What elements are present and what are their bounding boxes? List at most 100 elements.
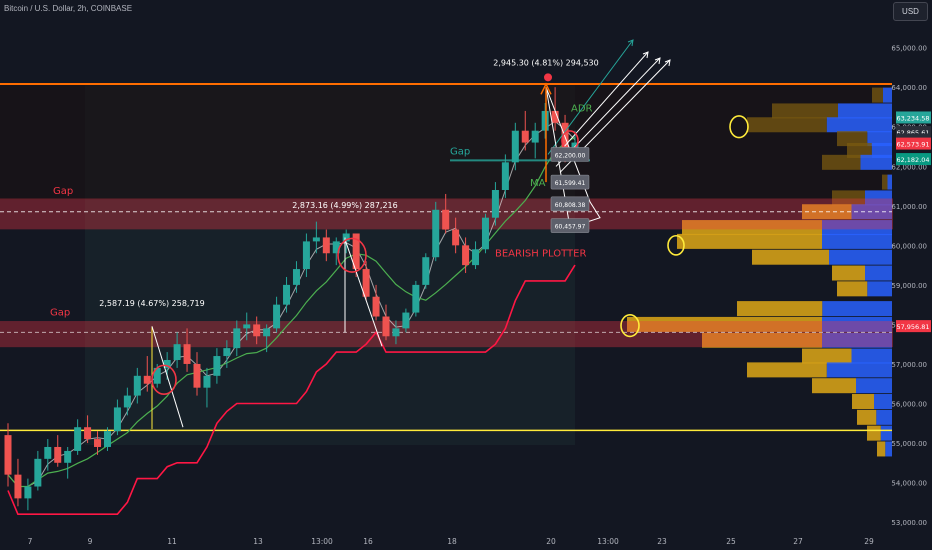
order-label-box bbox=[550, 218, 590, 233]
x-tick-label: 16 bbox=[363, 537, 373, 546]
price-tag: 62,182.04 bbox=[896, 153, 931, 166]
volume-profile-bar bbox=[837, 281, 868, 297]
measure-arrow bbox=[540, 82, 552, 95]
candle-body bbox=[521, 130, 529, 143]
y-tick-label: 53,000.00 bbox=[891, 519, 927, 527]
volume-profile-bar bbox=[871, 142, 892, 158]
candle-body bbox=[432, 209, 440, 258]
candle-body bbox=[153, 367, 161, 384]
y-tick-label: 65,000.00 bbox=[891, 45, 927, 53]
volume-profile-bar bbox=[822, 233, 892, 249]
order-label-box bbox=[550, 147, 590, 162]
candle-body bbox=[541, 110, 549, 131]
candle-body bbox=[64, 450, 72, 463]
candle-body bbox=[34, 458, 42, 487]
candle-body bbox=[442, 209, 450, 230]
volume-profile-bar bbox=[812, 378, 856, 394]
candle-body bbox=[243, 324, 251, 329]
volume-profile-bar bbox=[874, 394, 892, 410]
volume-profile-bar bbox=[822, 332, 892, 348]
candle-body bbox=[263, 328, 271, 337]
price-tag-text: 62,182.04 bbox=[896, 156, 929, 164]
volume-profile-bar bbox=[852, 394, 874, 410]
candle-body bbox=[472, 249, 480, 266]
candle-body bbox=[491, 190, 499, 218]
trend-line bbox=[344, 239, 383, 347]
volume-profile-bar bbox=[847, 142, 872, 158]
candle-body bbox=[44, 446, 52, 459]
order-label: 60,808.38 bbox=[550, 196, 590, 212]
volume-profile-bar bbox=[860, 154, 892, 170]
price-tag-box bbox=[896, 320, 931, 333]
price-tag: 62,573.91 bbox=[896, 137, 931, 150]
price-tag-text: 63,234.58 bbox=[896, 114, 929, 122]
volume-profile-bar bbox=[867, 131, 892, 147]
candle-body bbox=[372, 296, 380, 317]
x-tick-label: 11 bbox=[167, 537, 177, 546]
volume-profile-bar bbox=[872, 87, 883, 103]
candle-body bbox=[302, 241, 310, 270]
volume-profile-bar bbox=[885, 441, 892, 457]
candle-body bbox=[203, 375, 211, 388]
order-label-text: 60,808.38 bbox=[555, 202, 586, 209]
measure-text-top: 2,945.30 (4.81%) 294,530 bbox=[493, 58, 598, 67]
price-tag-text: 62,865.61 bbox=[896, 129, 929, 137]
y-tick-label: 56,000.00 bbox=[891, 400, 927, 408]
x-tick-label: 29 bbox=[864, 537, 874, 546]
candle-body bbox=[54, 446, 62, 463]
price-tag-box bbox=[896, 137, 931, 150]
candle-body bbox=[561, 122, 569, 155]
candle-body bbox=[382, 316, 390, 337]
candle-body bbox=[4, 435, 12, 475]
candle-body bbox=[481, 217, 489, 250]
highlight-circle bbox=[151, 364, 177, 395]
y-tick-label: 60,000.00 bbox=[891, 242, 927, 250]
candle-body bbox=[163, 360, 171, 368]
bearish-plotter-line bbox=[7, 264, 576, 515]
gap-zone bbox=[0, 321, 893, 348]
candle-body bbox=[223, 348, 231, 357]
adr-label: ADR bbox=[571, 104, 593, 115]
bearish-plotter-label: BEARISH PLOTTER bbox=[495, 248, 586, 259]
volume-profile-bar bbox=[887, 174, 892, 190]
volume-profile-bar bbox=[822, 154, 861, 170]
volume-profile-bar bbox=[677, 233, 822, 249]
volume-profile-bar bbox=[832, 265, 865, 281]
candle-body bbox=[352, 233, 360, 270]
candle-body bbox=[183, 344, 191, 364]
order-label-text: 60,457.97 bbox=[555, 224, 586, 231]
x-tick-label: 23 bbox=[657, 537, 667, 546]
price-tag-text: 62,573.91 bbox=[896, 141, 929, 149]
candle-body bbox=[342, 233, 350, 242]
y-tick-label: 62,000.00 bbox=[891, 163, 927, 171]
arrow-head bbox=[654, 57, 661, 65]
arrow-head bbox=[627, 39, 634, 47]
candle-body bbox=[94, 439, 102, 447]
volume-profile-bar bbox=[856, 378, 892, 394]
candle-body bbox=[173, 344, 181, 360]
x-tick-label: 13:00 bbox=[311, 537, 333, 546]
candle-body bbox=[332, 241, 340, 254]
volume-profile-bar bbox=[829, 249, 892, 265]
highlight-circle bbox=[667, 234, 685, 256]
highlight-circle bbox=[729, 115, 749, 139]
order-label: 61,599.41 bbox=[550, 174, 590, 190]
order-label-text: 62,200.00 bbox=[555, 152, 586, 159]
order-label-text: 61,599.41 bbox=[555, 180, 586, 187]
candle-body bbox=[511, 130, 519, 163]
candle-body bbox=[193, 363, 201, 388]
measure-text-mid: 2,873.16 (4.99%) 287,216 bbox=[292, 201, 397, 210]
upper-shade bbox=[0, 84, 892, 200]
volume-profile-bar bbox=[822, 316, 892, 332]
ma-line bbox=[7, 136, 576, 488]
currency-button[interactable]: USD bbox=[893, 2, 928, 21]
arrow-head bbox=[642, 51, 649, 59]
volume-profile-bar bbox=[867, 281, 892, 297]
candle-body bbox=[402, 312, 410, 329]
candle-body bbox=[292, 269, 300, 285]
candle-body bbox=[103, 431, 111, 447]
volume-profile-bar bbox=[737, 301, 823, 317]
y-tick-label: 61,000.00 bbox=[891, 203, 927, 211]
volume-profile-bar bbox=[880, 425, 892, 441]
